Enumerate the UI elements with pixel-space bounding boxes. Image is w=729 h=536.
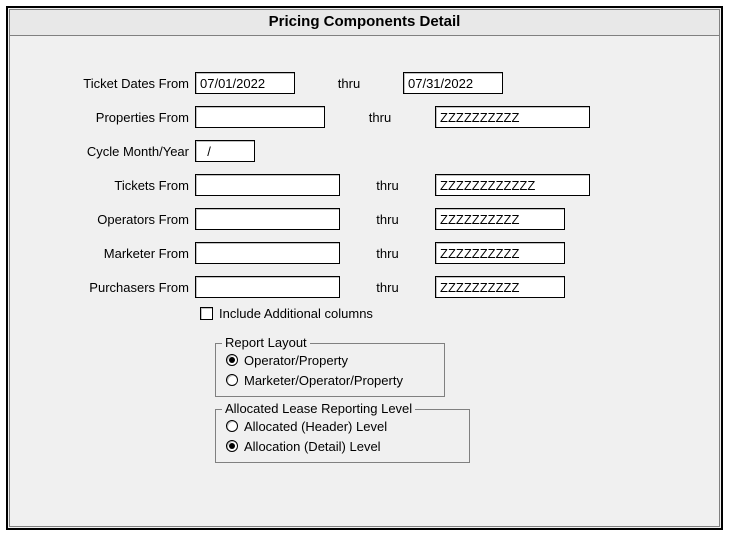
marketer-thru-input[interactable] bbox=[435, 242, 565, 264]
thru-label: thru bbox=[295, 76, 403, 91]
window-frame: Pricing Components Detail Ticket Dates F… bbox=[6, 6, 723, 530]
properties-from-input[interactable] bbox=[195, 106, 325, 128]
thru-label: thru bbox=[340, 178, 435, 193]
row-include-additional: Include Additional columns bbox=[200, 306, 709, 321]
radio-icon bbox=[226, 374, 238, 386]
label-properties: Properties From bbox=[20, 110, 195, 125]
row-operators: Operators From thru bbox=[20, 202, 709, 236]
radio-label: Marketer/Operator/Property bbox=[244, 373, 403, 388]
radio-icon bbox=[226, 354, 238, 366]
marketer-from-input[interactable] bbox=[195, 242, 340, 264]
row-ticket-dates: Ticket Dates From thru bbox=[20, 66, 709, 100]
thru-label: thru bbox=[340, 246, 435, 261]
label-purchasers: Purchasers From bbox=[20, 280, 195, 295]
tickets-from-input[interactable] bbox=[195, 174, 340, 196]
radio-operator-property[interactable]: Operator/Property bbox=[226, 350, 434, 370]
purchasers-thru-input[interactable] bbox=[435, 276, 565, 298]
label-marketer: Marketer From bbox=[20, 246, 195, 261]
radio-label: Allocated (Header) Level bbox=[244, 419, 387, 434]
row-cycle: Cycle Month/Year bbox=[20, 134, 709, 168]
row-purchasers: Purchasers From thru bbox=[20, 270, 709, 304]
label-tickets: Tickets From bbox=[20, 178, 195, 193]
radio-label: Operator/Property bbox=[244, 353, 348, 368]
thru-label: thru bbox=[325, 110, 435, 125]
group-allocated-level-legend: Allocated Lease Reporting Level bbox=[222, 401, 415, 416]
ticket-date-from-input[interactable] bbox=[195, 72, 295, 94]
cycle-input[interactable] bbox=[195, 140, 255, 162]
label-ticket-dates: Ticket Dates From bbox=[20, 76, 195, 91]
label-cycle: Cycle Month/Year bbox=[20, 144, 195, 159]
radio-allocated-header[interactable]: Allocated (Header) Level bbox=[226, 416, 459, 436]
purchasers-from-input[interactable] bbox=[195, 276, 340, 298]
group-allocated-level: Allocated Lease Reporting Level Allocate… bbox=[215, 409, 470, 463]
form-area: Ticket Dates From thru Properties From t… bbox=[10, 36, 719, 473]
radio-icon bbox=[226, 440, 238, 452]
tickets-thru-input[interactable] bbox=[435, 174, 590, 196]
include-additional-label: Include Additional columns bbox=[219, 306, 373, 321]
radio-label: Allocation (Detail) Level bbox=[244, 439, 381, 454]
label-operators: Operators From bbox=[20, 212, 195, 227]
radio-marketer-operator-property[interactable]: Marketer/Operator/Property bbox=[226, 370, 434, 390]
panel-title: Pricing Components Detail bbox=[10, 10, 719, 36]
row-tickets: Tickets From thru bbox=[20, 168, 709, 202]
radio-icon bbox=[226, 420, 238, 432]
operators-thru-input[interactable] bbox=[435, 208, 565, 230]
radio-allocation-detail[interactable]: Allocation (Detail) Level bbox=[226, 436, 459, 456]
row-properties: Properties From thru bbox=[20, 100, 709, 134]
panel: Pricing Components Detail Ticket Dates F… bbox=[9, 9, 720, 527]
thru-label: thru bbox=[340, 212, 435, 227]
include-additional-checkbox[interactable] bbox=[200, 307, 213, 320]
properties-thru-input[interactable] bbox=[435, 106, 590, 128]
ticket-date-thru-input[interactable] bbox=[403, 72, 503, 94]
operators-from-input[interactable] bbox=[195, 208, 340, 230]
thru-label: thru bbox=[340, 280, 435, 295]
row-marketer: Marketer From thru bbox=[20, 236, 709, 270]
group-report-layout-legend: Report Layout bbox=[222, 335, 310, 350]
group-report-layout: Report Layout Operator/Property Marketer… bbox=[215, 343, 445, 397]
